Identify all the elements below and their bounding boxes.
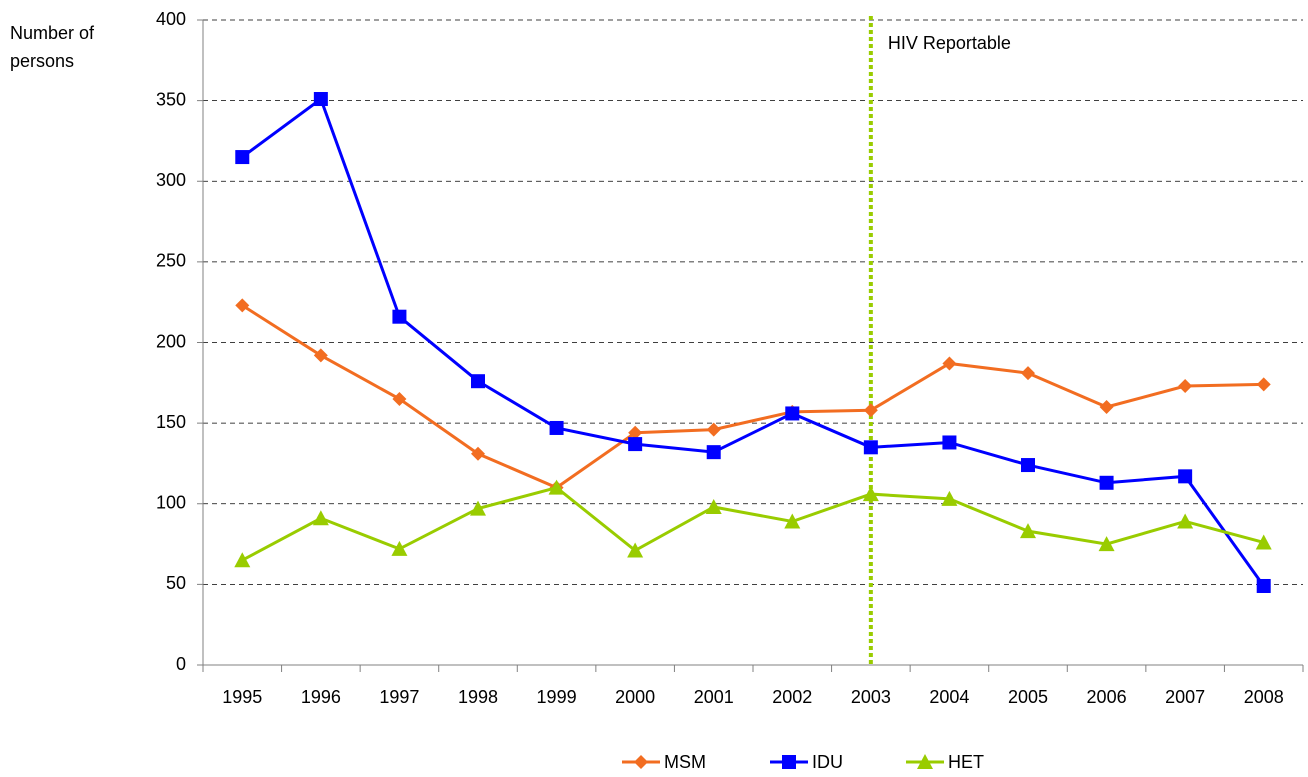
data-point	[942, 356, 957, 371]
x-tick-label: 2001	[694, 687, 734, 707]
data-point	[1020, 523, 1036, 539]
data-point	[1099, 475, 1114, 490]
y-tick-label: 0	[176, 654, 186, 674]
data-point	[471, 374, 485, 389]
x-tick-label: 2008	[1244, 687, 1284, 707]
data-point	[1256, 578, 1271, 593]
data-point	[785, 406, 800, 421]
data-point	[392, 309, 407, 324]
data-point	[1177, 513, 1194, 529]
data-point	[1256, 377, 1271, 392]
data-point	[312, 510, 329, 526]
annotation: HIV Reportable	[888, 33, 1011, 53]
data-point	[313, 348, 328, 363]
x-tick-label: 2003	[851, 687, 891, 707]
data-point	[391, 540, 408, 556]
data-point	[862, 486, 879, 502]
data-point	[784, 513, 801, 529]
y-tick-label: 400	[156, 9, 186, 29]
data-point	[470, 500, 486, 516]
y-axis-label: persons	[10, 51, 74, 71]
data-point	[1178, 379, 1193, 394]
data-point	[392, 391, 407, 406]
y-tick-label: 350	[156, 89, 186, 109]
legend-label: HET	[948, 752, 984, 772]
data-point	[549, 420, 564, 435]
x-tick-label: 2002	[772, 687, 812, 707]
data-point	[705, 498, 722, 514]
data-point	[942, 435, 957, 450]
data-point	[941, 490, 958, 506]
series-line	[241, 96, 1265, 587]
data-point	[706, 445, 721, 460]
data-point	[234, 552, 251, 568]
y-tick-label: 150	[156, 412, 186, 432]
data-point	[628, 425, 643, 440]
x-tick-label: 2000	[615, 687, 655, 707]
legend-label: MSM	[664, 752, 706, 772]
data-point	[863, 440, 878, 455]
x-tick-label: 2004	[929, 687, 969, 707]
y-tick-label: 250	[156, 251, 186, 271]
y-tick-label: 50	[166, 573, 186, 593]
x-tick-label: 1999	[537, 687, 577, 707]
x-tick-label: 2005	[1008, 687, 1048, 707]
y-axis-label: Number of	[10, 23, 95, 43]
data-point	[1021, 366, 1035, 381]
data-point	[627, 542, 644, 558]
data-point	[1098, 536, 1115, 552]
x-tick-label: 1998	[458, 687, 498, 707]
data-point	[1178, 469, 1193, 484]
legend-marker	[782, 755, 796, 769]
y-tick-label: 100	[156, 493, 186, 513]
data-point	[313, 92, 328, 107]
y-tick-label: 200	[156, 331, 186, 351]
data-point	[548, 479, 565, 495]
legend-marker	[917, 754, 933, 769]
legend-label: IDU	[812, 752, 843, 772]
x-tick-label: 2006	[1087, 687, 1127, 707]
data-point	[1255, 534, 1272, 550]
series-line	[241, 304, 1264, 490]
data-point	[863, 403, 878, 418]
data-point	[235, 298, 250, 313]
legend-marker	[634, 755, 648, 769]
data-point	[706, 422, 721, 437]
series-line	[241, 485, 1265, 562]
data-point	[471, 446, 485, 461]
y-tick-label: 300	[156, 170, 186, 190]
data-point	[1021, 458, 1035, 473]
data-point	[1099, 400, 1114, 414]
x-tick-label: 1995	[222, 687, 262, 707]
x-tick-label: 1997	[379, 687, 419, 707]
data-point	[628, 437, 643, 452]
x-tick-label: 1996	[301, 687, 341, 707]
x-tick-label: 2007	[1165, 687, 1205, 707]
data-point	[235, 150, 250, 165]
